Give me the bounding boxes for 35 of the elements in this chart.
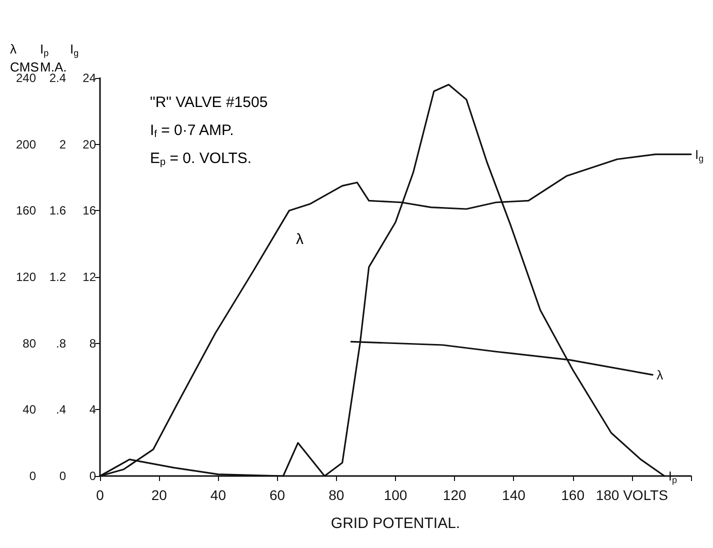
y-tick-label: 200: [16, 137, 36, 152]
y3-tick-label: 4: [89, 402, 96, 417]
x-tick-label: 40: [210, 487, 226, 503]
y2-tick-label: 1.6: [49, 204, 66, 218]
x-tick-label: 180 VOLTS: [596, 487, 668, 503]
annotation: "R" VALVE #1505: [150, 94, 268, 111]
y-tick-label: 40: [22, 402, 36, 417]
y2-tick-label: .4: [56, 402, 66, 417]
y3-tick-label: 24: [82, 71, 96, 85]
y3-tick-label: 20: [82, 137, 96, 152]
y3-tick-label: 12: [82, 270, 96, 284]
y-tick-label: 160: [16, 204, 36, 218]
x-tick-label: 80: [328, 487, 344, 503]
line-series: [350, 340, 654, 376]
y3-tick-label: 16: [82, 204, 96, 218]
x-tick-label: 20: [151, 487, 168, 503]
y3-tick-label: 8: [89, 336, 96, 350]
x-tick-label: 0: [96, 487, 104, 503]
y2-tick-label: .8: [56, 336, 66, 350]
y2-tick-label: 1.2: [49, 270, 66, 284]
y2-tick-label: 2: [59, 137, 66, 152]
x-tick-label: 120: [442, 487, 466, 503]
y2-tick-label: 2.4: [49, 71, 66, 85]
x-axis-title: GRID POTENTIAL.: [330, 515, 460, 532]
x-tick-label: 160: [561, 487, 585, 503]
x-tick-label: 100: [384, 487, 408, 503]
x-tick-label: 60: [270, 487, 286, 503]
annotation: λ: [296, 231, 304, 248]
series-label: λ: [656, 367, 664, 382]
y-tick-label: 80: [22, 336, 36, 350]
y2-tick-label: 0: [59, 469, 66, 483]
y-tick-label: 120: [16, 270, 36, 284]
x-tick-label: 140: [502, 487, 526, 503]
y-tick-label: 0: [29, 469, 36, 483]
y3-tick-label: 0: [89, 469, 96, 483]
